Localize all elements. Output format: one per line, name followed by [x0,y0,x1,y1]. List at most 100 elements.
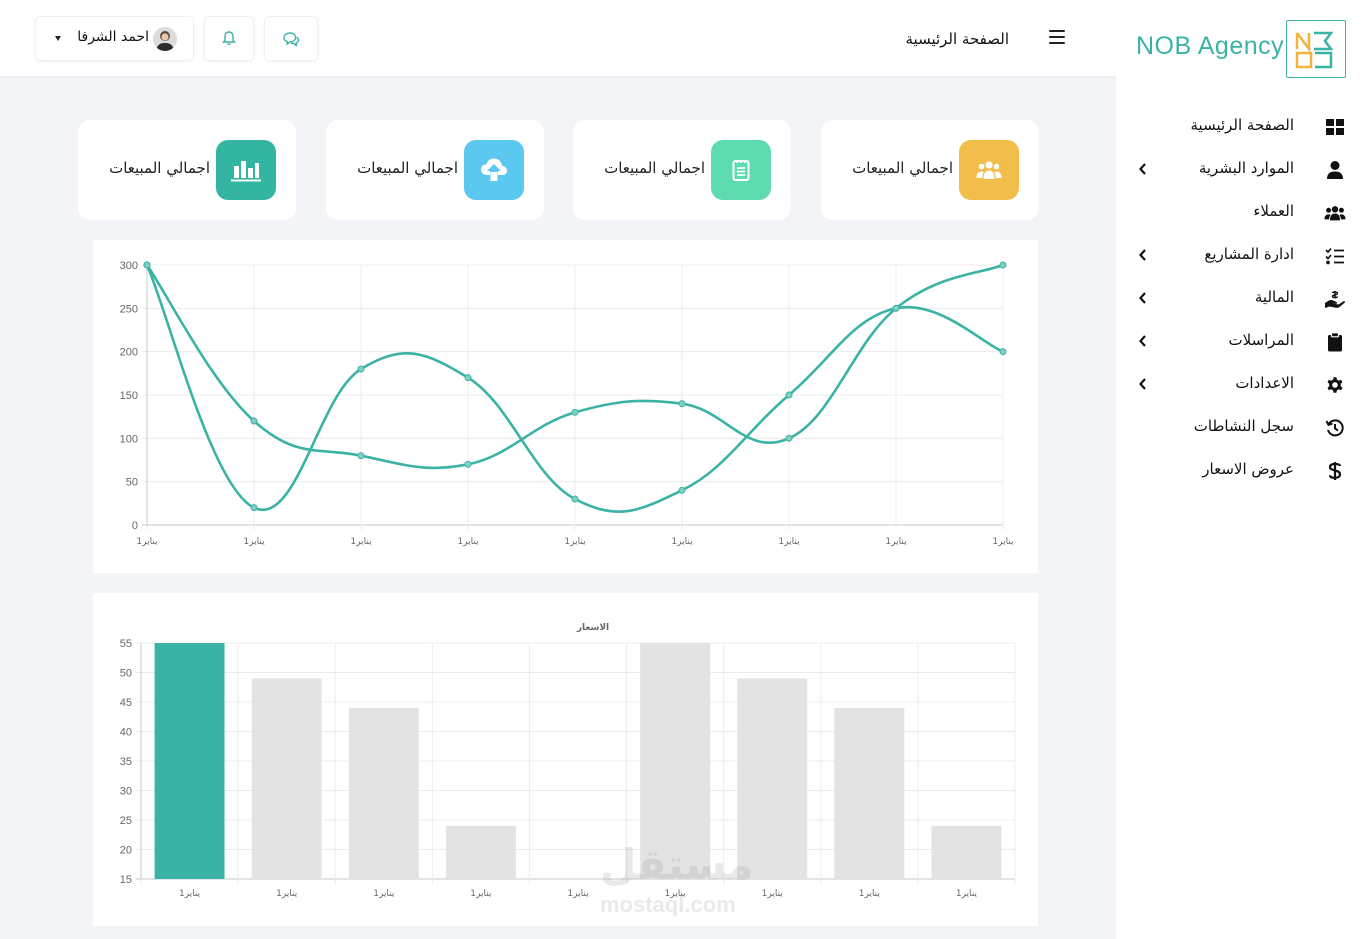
sidebar-item-5[interactable]: المالية [1116,277,1366,320]
data-point [571,408,579,416]
bar [251,678,322,879]
chevron-left-icon[interactable] [1138,161,1148,177]
x-tick-label: 1يناير [564,537,586,547]
user-menu-button[interactable]: احمد الشرفا [35,16,194,61]
stat-card-sales-1[interactable]: اجمالي المبيعات [821,120,1039,220]
sidebar-item-7[interactable]: الاعدادات [1116,363,1366,406]
chevron-left-icon[interactable] [1138,247,1148,263]
sidebar-item-label: الاعدادات [1235,374,1294,392]
y-tick-label: 20 [120,845,132,857]
sidebar-item-label: العملاء [1253,202,1294,220]
x-tick-label: 1يناير [956,889,978,899]
bar [154,643,225,879]
dollar-icon [1324,460,1346,482]
y-tick-label: 25 [120,815,132,827]
y-tick-label: 0 [132,520,138,532]
y-tick-label: 15 [120,874,132,886]
data-point [357,365,365,373]
y-tick-label: 35 [120,756,132,768]
stat-card-label: اجمالي المبيعات [109,159,210,177]
x-tick-label: 1يناير [567,889,589,899]
bar [931,825,1002,879]
sidebar-item-label: الموارد البشرية [1198,159,1294,177]
sidebar: NOB Agency الصفحة الرئيسية الموارد البشري… [1116,0,1366,939]
notifications-button[interactable] [204,16,254,61]
grid-icon [1324,116,1346,138]
sidebar-item-9[interactable]: عروض الاسعار [1116,449,1366,492]
y-tick-label: 50 [120,668,132,680]
y-tick-label: 300 [120,260,138,272]
y-tick-label: 50 [126,477,138,489]
sidebar-menu: الصفحة الرئيسية الموارد البشرية العملاء ادا… [1116,105,1366,492]
cloud-upload-icon [464,140,524,200]
sidebar-item-1[interactable]: الصفحة الرئيسية [1116,105,1366,148]
x-tick-label: 1يناير [859,889,881,899]
stat-card-sales-4[interactable]: اجمالي المبيعات [78,120,296,220]
data-point [143,261,151,269]
sidebar-item-3[interactable]: العملاء [1116,191,1366,234]
avatar [153,27,177,51]
hamburger-menu-icon[interactable] [1049,30,1065,44]
y-tick-label: 45 [120,697,132,709]
chevron-left-icon[interactable] [1138,333,1148,349]
data-point [250,504,258,512]
line-chart: 0 50 100 150 200 250 300 1يناير 1يناير 1يناير 1ينا… [120,260,1014,547]
user-icon [1324,159,1346,181]
x-tick-label: 1يناير [671,537,693,547]
sidebar-item-6[interactable]: المراسلات [1116,320,1366,363]
brand[interactable]: NOB Agency [1136,20,1350,78]
watermark-arabic: مستقل [600,840,754,889]
data-point [250,417,258,425]
data-point [999,348,1007,356]
sidebar-item-8[interactable]: سجل النشاطات [1116,406,1366,449]
x-tick-label: 1يناير [470,889,492,899]
gear-icon [1324,374,1346,396]
chevron-left-icon[interactable] [1138,290,1148,306]
watermark: مستقل mostaql.com [600,840,770,920]
sidebar-item-2[interactable]: الموارد البشرية [1116,148,1366,191]
bar [834,707,905,879]
x-tick-label: 1يناير [665,889,687,899]
x-tick-label: 1يناير [276,889,298,899]
sidebar-item-4[interactable]: ادارة المشاريع [1116,234,1366,277]
sidebar-item-label: ادارة المشاريع [1204,245,1294,263]
stat-card-sales-3[interactable]: اجمالي المبيعات [326,120,544,220]
data-point [464,374,472,382]
data-point [785,391,793,399]
tasks-icon [1324,245,1346,267]
chevron-left-icon[interactable] [1138,376,1148,392]
data-point [678,400,686,408]
stat-card-sales-2[interactable]: اجمالي المبيعات [573,120,791,220]
y-tick-label: 200 [120,347,138,359]
messages-button[interactable] [264,16,318,61]
data-point [357,452,365,460]
notepad-icon [711,140,771,200]
users-icon [1324,202,1346,224]
data-point [785,434,793,442]
x-tick-label: 1يناير [243,537,265,547]
series-line-1 [145,264,1004,513]
x-tick-label: 1يناير [350,537,372,547]
sidebar-item-label: المالية [1254,288,1294,306]
bar [737,678,808,879]
y-tick-label: 100 [120,433,138,445]
brand-name: NOB Agency [1136,32,1285,60]
users-group-icon [959,140,1019,200]
bar [640,643,711,879]
top-header: الصفحة الرئيسية احمد الشرفا [0,0,1116,78]
watermark-latin: mostaql.com [600,892,736,917]
y-tick-label: 55 [120,638,132,650]
chat-icon [283,31,300,47]
data-point [892,304,900,312]
bar-chart: الاسعار 15 20 25 30 35 40 45 50 55 1يناير 1يناير 1ين… [120,623,1016,899]
y-tick-label: 30 [120,786,132,798]
hand-money-icon [1324,288,1346,310]
data-point [999,261,1007,269]
breadcrumb[interactable]: الصفحة الرئيسية [905,30,1010,48]
bar-chart-icon [216,140,276,200]
x-tick-label: 1يناير [762,889,784,899]
x-tick-label: 1يناير [179,889,201,899]
stat-card-label: اجمالي المبيعات [852,159,953,177]
user-name: احمد الشرفا [77,29,149,45]
line-chart-panel: 0 50 100 150 200 250 300 1يناير 1يناير 1يناير 1ينا… [93,240,1038,573]
